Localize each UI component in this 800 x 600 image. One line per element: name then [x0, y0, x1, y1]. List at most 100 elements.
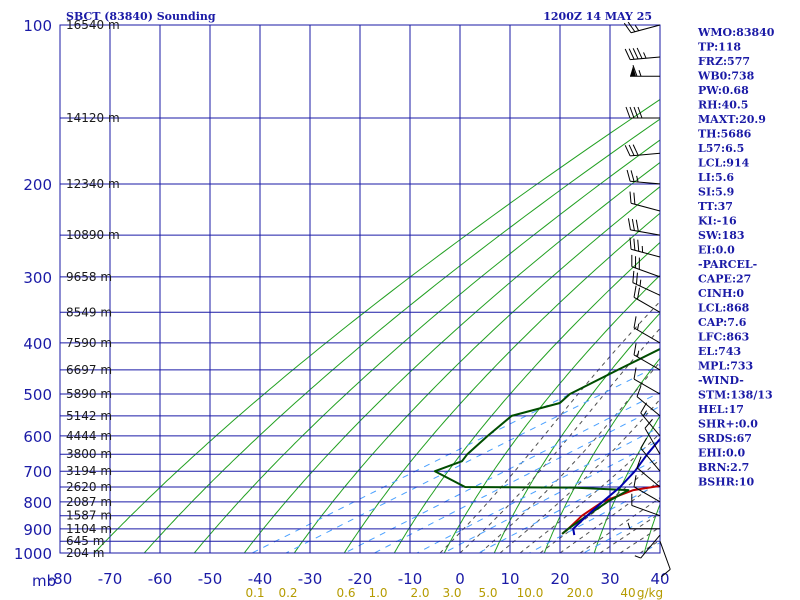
mixing-ratio-label: 10.0: [517, 586, 544, 600]
wind-barb-full: [624, 145, 631, 157]
wind-barb-staff: [630, 56, 661, 61]
wind-barb: [631, 254, 661, 278]
wind-barb: [633, 316, 661, 344]
stability-index: STM:138/13: [698, 389, 773, 402]
wind-barb-staff: [630, 229, 661, 236]
stability-index: EI:0.0: [698, 244, 735, 257]
stability-index: TT:37: [698, 200, 733, 213]
stability-index: LCL:868: [698, 302, 750, 315]
stability-index: BRN:2.7: [698, 461, 749, 474]
y-axis-label: mb: [32, 572, 56, 590]
stability-index: SW:183: [698, 229, 745, 242]
height-label: 12340 m: [66, 177, 120, 191]
pressure-tick-label: 400: [23, 335, 52, 353]
wind-barb-staff: [633, 486, 661, 503]
pressure-tick-label: 500: [23, 386, 52, 404]
moist-adiabat: [499, 398, 660, 553]
pressure-tick-label: 800: [23, 494, 52, 512]
wind-barb-staff: [640, 447, 661, 472]
wind-barb: [633, 475, 661, 503]
stability-index: FRZ:577: [698, 55, 750, 68]
wind-barb-half: [641, 245, 644, 253]
wind-barb-full: [624, 48, 631, 60]
wind-barb-half: [634, 555, 641, 559]
wind-barb-full: [633, 106, 639, 119]
wind-barb-full: [631, 493, 633, 506]
moist-adiabat: [479, 360, 660, 553]
wind-barb-full: [628, 144, 635, 156]
wind-barb: [624, 47, 661, 61]
temperature-tick-label: 20: [550, 570, 569, 588]
pressure-tick-label: 600: [23, 428, 52, 446]
temperature-tick-label: 30: [600, 570, 619, 588]
wind-barb: [633, 367, 661, 395]
stability-index: MPL:733: [698, 360, 753, 373]
wind-barb-half: [636, 323, 640, 331]
stability-index: SRDS:67: [698, 432, 752, 445]
temperature-tick-label: 10: [500, 570, 519, 588]
wind-barb: [631, 493, 661, 517]
wind-barb-full: [626, 169, 631, 182]
wind-barb-half: [639, 279, 642, 287]
pressure-tick-label: 1000: [14, 545, 52, 563]
stability-index: EL:743: [698, 345, 741, 358]
wind-barb-staff: [631, 266, 661, 278]
wind-barb-staff: [633, 296, 661, 313]
stability-index: -PARCEL-: [698, 258, 757, 271]
wind-barb-full: [636, 385, 642, 397]
moist-adiabat: [599, 512, 660, 553]
stability-index: CINH:0: [698, 287, 744, 300]
wind-barb-full: [628, 48, 635, 60]
wind-barb-pennant: [630, 66, 636, 77]
mixing-ratio-label: 20.0: [567, 586, 594, 600]
wind-barb-layer: [623, 21, 671, 578]
series-layer: [433, 347, 660, 536]
wind-barb-full: [638, 257, 640, 270]
wind-barb-full: [630, 170, 635, 182]
wind-barb: [630, 65, 660, 77]
stability-index: LI:5.6: [698, 171, 734, 184]
wind-barb-full: [635, 272, 638, 285]
wind-barb-half: [643, 52, 647, 59]
parcel-path: [572, 437, 660, 536]
wind-barb-half: [636, 175, 639, 183]
stability-index: TP:118: [698, 41, 741, 54]
moist-adiabat: [579, 497, 660, 553]
wind-barb-half: [634, 25, 640, 31]
height-label: 10890 m: [66, 228, 120, 242]
pressure-tick-label: 100: [23, 17, 52, 35]
height-label: 5890 m: [66, 387, 112, 401]
wind-barb-full: [660, 569, 671, 578]
pressure-tick-label: 900: [23, 521, 52, 539]
stability-index: -WIND-: [698, 374, 744, 387]
stability-index: SI:5.9: [698, 186, 734, 199]
wind-barb-staff: [630, 180, 661, 185]
chart-title: SBCT (83840) Sounding: [66, 10, 216, 23]
wind-barb: [636, 385, 661, 417]
mixing-ratio-line: [285, 364, 660, 553]
mixing-ratio-label: 1.0: [368, 586, 387, 600]
mixing-ratio-label: 0.6: [336, 586, 355, 600]
pressure-tick-label: 200: [23, 176, 52, 194]
wind-barb-full: [633, 192, 636, 205]
temperature-tick-label: -40: [248, 570, 273, 588]
temperature-tick-label: -20: [348, 570, 373, 588]
wind-barb-staff: [636, 467, 661, 488]
height-label: 3800 m: [66, 447, 112, 461]
wind-barb-full: [631, 254, 633, 267]
wind-barb: [640, 402, 661, 437]
wind-barb-staff: [630, 24, 661, 34]
wind-barb: [644, 418, 661, 455]
wind-barb-half: [636, 350, 640, 358]
wind-barb-staff: [636, 396, 661, 417]
temperature-tick-label: -30: [298, 570, 323, 588]
wind-barb-full: [633, 285, 637, 298]
stability-index: WMO:83840: [697, 26, 775, 39]
wind-barb-full: [627, 218, 631, 230]
height-label: 5142 m: [66, 409, 112, 423]
wind-barb-full: [623, 22, 632, 34]
